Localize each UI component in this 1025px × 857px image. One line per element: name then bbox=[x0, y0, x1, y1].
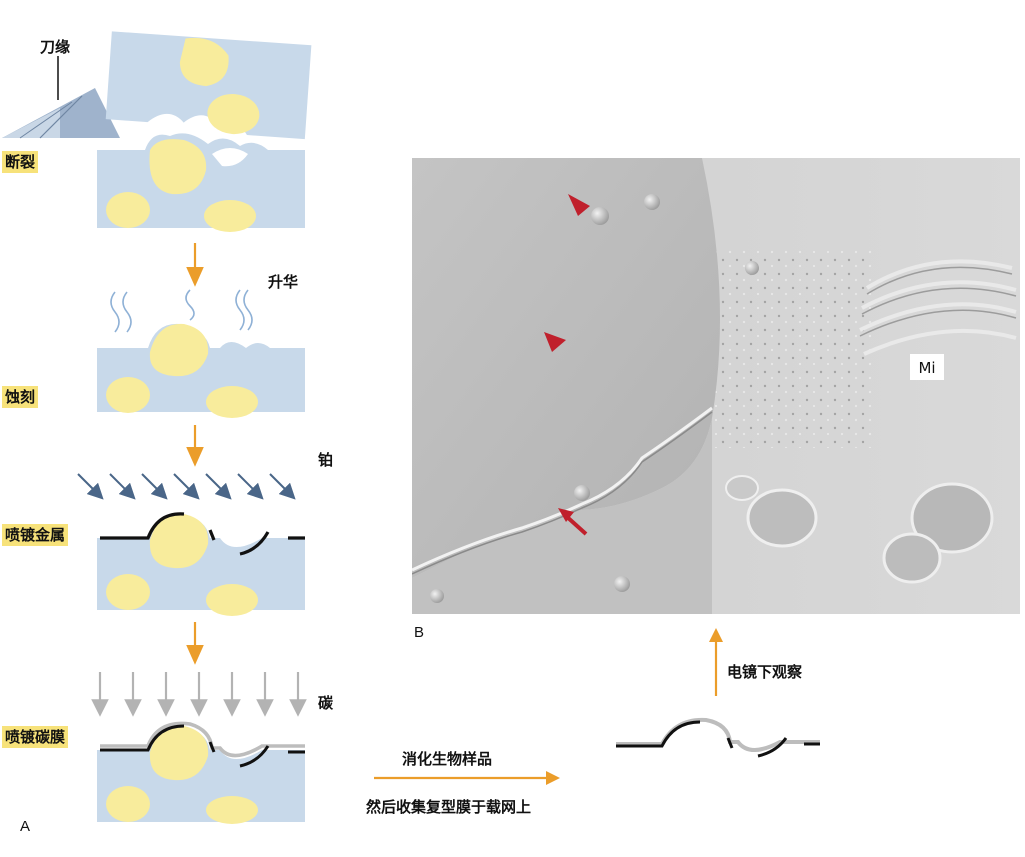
side-label-carbon: 碳 bbox=[318, 694, 334, 712]
knife-icon bbox=[2, 56, 120, 139]
platinum-arrows bbox=[77, 473, 296, 500]
panel-a-letter: A bbox=[20, 818, 31, 835]
right-arrow-icon bbox=[374, 771, 560, 785]
stage-label-fracture: 断裂 bbox=[2, 151, 39, 173]
step-observe-label: 电镜下观察 bbox=[727, 663, 803, 681]
arrow-marker-icon bbox=[558, 508, 588, 536]
carbon-arrows bbox=[91, 672, 307, 717]
stage-label-carbon-coating: 喷镀碳膜 bbox=[2, 726, 69, 748]
step-digest-label-line2: 然后收集复型膜于载网上 bbox=[366, 798, 532, 816]
carbon-stage-illustration bbox=[91, 672, 307, 824]
panel-b-letter: B bbox=[414, 624, 425, 641]
side-label-sublimation: 升华 bbox=[268, 273, 299, 291]
etching-stage-illustration bbox=[97, 289, 305, 418]
mi-label: Mi bbox=[918, 359, 935, 377]
freeze-fracture-micrograph: Mi bbox=[412, 158, 1020, 614]
arrowhead-marker-icon bbox=[568, 194, 590, 216]
arrowhead-marker-icon bbox=[544, 332, 566, 352]
step-digest-label-line1: 消化生物样品 bbox=[402, 750, 493, 768]
stage-label-metal-shadowing: 喷镀金属 bbox=[2, 524, 69, 546]
knife-label: 刀缘 bbox=[40, 38, 71, 56]
replica-film-illustration bbox=[616, 717, 820, 758]
side-label-platinum: 铂 bbox=[318, 451, 334, 469]
stage-label-etching: 蚀刻 bbox=[2, 386, 39, 408]
up-arrow-icon bbox=[709, 628, 723, 696]
shadowing-stage-illustration bbox=[77, 473, 305, 616]
vapor-icon bbox=[110, 289, 253, 333]
panel-a-illustration bbox=[2, 31, 312, 824]
fracture-stage-illustration bbox=[2, 31, 312, 232]
